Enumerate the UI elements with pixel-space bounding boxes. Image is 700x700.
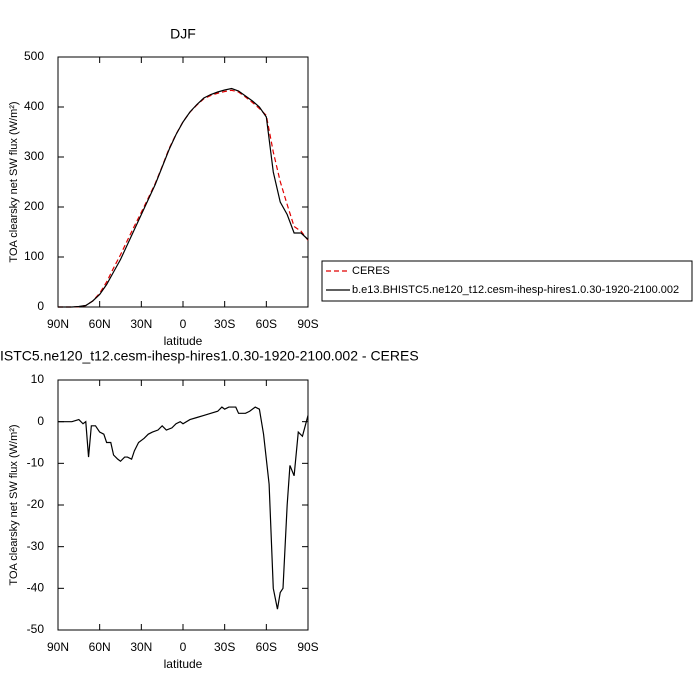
x-tick-label: 60S [256,640,277,654]
legend-box [321,260,693,302]
x-tick-label: 0 [180,317,187,331]
x-tick-label: 60N [89,640,111,654]
y-tick-label: -10 [27,456,45,470]
x-tick-label: 30N [130,317,152,331]
x-tick-label: 60S [256,317,277,331]
y-axis-label: TOA clearsky net SW flux (W/m²) [8,101,20,262]
y-tick-label: 100 [24,249,44,263]
y-tick-label: 500 [24,49,44,63]
data-line [58,406,309,610]
y-tick-label: 400 [24,99,44,113]
y-tick-label: -50 [27,622,45,636]
x-tick-label: 90S [297,317,318,331]
y-tick-label: 300 [24,149,44,163]
y-tick-label: -40 [27,581,45,595]
x-tick-label: 90S [297,640,318,654]
data-line [58,87,309,308]
x-tick-label: 30N [130,640,152,654]
x-axis-label: latitude [164,334,203,348]
y-tick-label: 0 [37,299,44,313]
x-tick-label: 30S [214,640,235,654]
chart-title: ISTC5.ne120_t12.cesm-ihesp-hires1.0.30-1… [0,348,419,364]
plot-frame [57,56,309,308]
y-tick-label: 0 [37,414,44,428]
y-tick-label: 10 [31,372,45,386]
x-tick-label: 0 [180,640,187,654]
x-tick-label: 60N [89,317,111,331]
x-tick-label: 90N [47,317,69,331]
x-tick-label: 30S [214,317,235,331]
legend-label: b.e13.BHISTC5.ne120_t12.cesm-ihesp-hires… [352,284,679,296]
x-axis-label: latitude [164,657,203,671]
chart-title: DJF [170,26,196,42]
y-tick-label: 200 [24,199,44,213]
legend-label: CERES [352,265,390,277]
y-tick-label: -20 [27,497,45,511]
y-tick-label: -30 [27,539,45,553]
x-tick-label: 90N [47,640,69,654]
y-axis-label: TOA clearsky net SW flux (W/m²) [8,424,20,585]
